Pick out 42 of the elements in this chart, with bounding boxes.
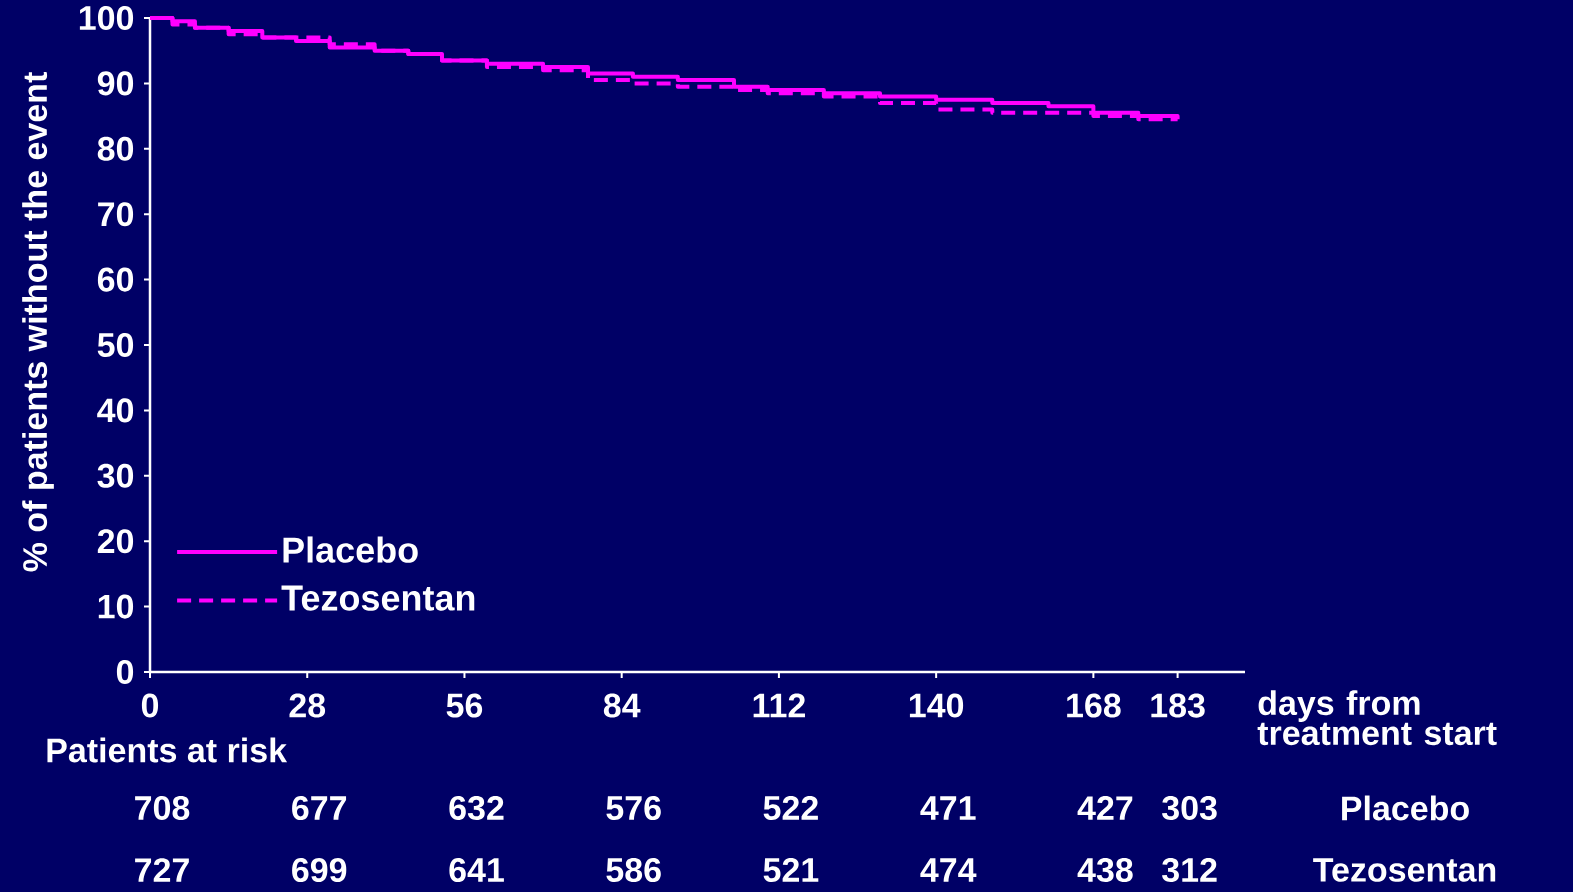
y-axis-title: % of patients without the event <box>22 72 54 572</box>
y-tick-label: 60 <box>97 267 134 292</box>
text: 699 <box>292 857 347 883</box>
text: 641 <box>449 857 504 883</box>
text: 474 <box>920 858 977 882</box>
x-axis-title: days from treatment start <box>1257 690 1497 746</box>
text: 522 <box>763 795 818 821</box>
x-tick-label: 84 <box>603 693 641 718</box>
text: Tezosentan <box>1313 858 1496 882</box>
y-tick-label: 90 <box>97 71 134 96</box>
text: Placebo <box>1342 795 1469 821</box>
y-tick-label: 0 <box>116 659 134 685</box>
x-tick-label: 28 <box>289 693 326 718</box>
x-tick-label: 0 <box>141 693 159 718</box>
y-tick-label: 30 <box>97 463 134 488</box>
text: 727 <box>135 858 189 882</box>
y-tick-label: 40 <box>97 398 134 423</box>
text: 438 <box>1077 857 1133 883</box>
text: 677 <box>292 795 347 821</box>
text: 586 <box>606 857 661 883</box>
x-tick-label: 183 <box>1151 693 1205 718</box>
x-tick-label: 112 <box>753 693 805 718</box>
legend-label: Placebo <box>283 536 418 563</box>
legend-label: Tezosentan <box>281 585 475 611</box>
text: Patients at risk <box>47 737 288 763</box>
y-tick-label: 70 <box>98 202 134 227</box>
text: 303 <box>1162 795 1217 821</box>
y-tick-label: 20 <box>97 529 134 554</box>
y-tick-label: 10 <box>98 594 134 619</box>
text: 632 <box>449 795 504 821</box>
x-tick-label: 56 <box>446 693 483 718</box>
x-tick-label: 140 <box>909 693 964 718</box>
text: 427 <box>1077 796 1133 820</box>
text: 576 <box>606 795 661 821</box>
text: 312 <box>1162 857 1217 883</box>
text: 521 <box>763 857 819 883</box>
x-tick-label: 168 <box>1067 693 1121 718</box>
text: 708 <box>135 795 190 821</box>
y-tick-label: 80 <box>97 136 134 161</box>
y-tick-label: 50 <box>97 332 134 358</box>
text: 471 <box>920 796 976 820</box>
y-tick-label: 100 <box>79 5 134 31</box>
